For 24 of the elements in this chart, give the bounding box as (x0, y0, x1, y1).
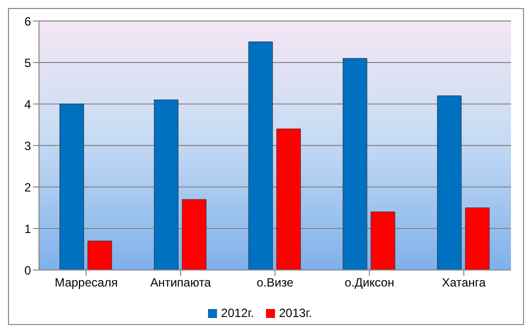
bar (370, 212, 396, 270)
bar (88, 240, 112, 270)
y-tick-label: 0 (24, 263, 32, 278)
bar (465, 208, 490, 270)
x-tick-label: о.Диксон (344, 276, 394, 290)
legend-label: 2013г. (279, 306, 312, 320)
bar (276, 128, 301, 270)
bar (437, 95, 462, 270)
bar (182, 199, 206, 270)
bar (248, 42, 273, 270)
text: 2012г. (221, 306, 254, 320)
x-tick-label: о.Визе (256, 276, 294, 290)
bar (60, 104, 84, 270)
y-tick-label: 6 (24, 14, 32, 28)
y-tick-label: 4 (24, 97, 32, 112)
x-tick-label: Марресаля (54, 276, 118, 290)
x-tick-label: Антипаюта (150, 276, 212, 290)
bar (342, 58, 368, 270)
y-tick-label: 2 (24, 180, 32, 194)
x-tick-label: Хатанга (442, 276, 486, 290)
bar (154, 100, 178, 270)
y-tick-label: 1 (24, 222, 32, 236)
y-tick-label: 5 (24, 56, 32, 70)
y-tick-label: 3 (24, 138, 32, 153)
